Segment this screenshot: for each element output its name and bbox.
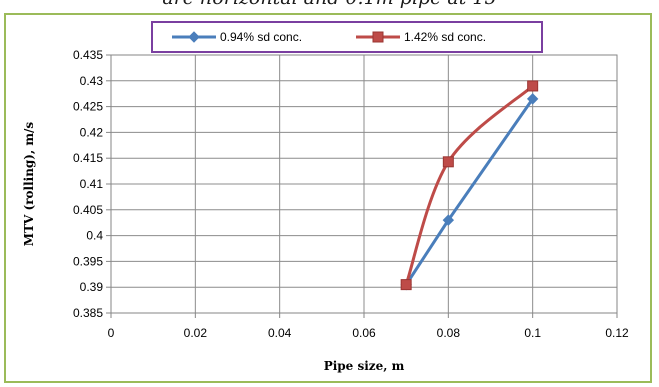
legend-marker [372, 31, 384, 43]
series-lines [400, 80, 539, 291]
x-axis-title: Pipe size, m [324, 359, 405, 373]
y-tick-label: 0.39 [80, 280, 104, 294]
y-tick-label: 0.425 [73, 100, 103, 114]
plot-area-border [110, 54, 618, 314]
axes: 0 0.02 0.04 0.06 0.08 0.1 0.12 0.385 0.39 0.395 0.… [22, 48, 629, 373]
legend-marker [188, 31, 200, 43]
y-axis-title: MTV (rolling), m/s [22, 122, 36, 247]
y-tick-label: 0.435 [73, 48, 103, 62]
legend-label: 1.42% sd conc. [404, 30, 486, 44]
y-tick-label: 0.4 [86, 229, 103, 243]
series-2-point [400, 279, 412, 291]
series-line-1 [404, 98, 534, 286]
y-tick-label: 0.395 [73, 254, 103, 268]
legend: 0.94% sd conc. 1.42% sd conc. [151, 21, 543, 53]
x-tick-label: 0.04 [268, 326, 292, 340]
series-2-point [527, 80, 539, 92]
y-tick-label: 0.385 [73, 306, 103, 320]
x-tick-label: 0.12 [605, 326, 629, 340]
y-tick-label: 0.405 [73, 203, 103, 217]
line-chart: 0 0.02 0.04 0.06 0.08 0.1 0.12 0.385 0.39 0.395 0.… [22, 21, 629, 373]
series-1-point [442, 214, 455, 226]
chart-caption: are horizontal and 0.1m pipe at 15 [0, 0, 659, 9]
y-tick-label: 0.42 [80, 125, 104, 139]
x-tick-label: 0.02 [184, 326, 208, 340]
chart-frame: 0 0.02 0.04 0.06 0.08 0.1 0.12 0.385 0.39 0.395 0.… [4, 13, 652, 383]
x-tick-label: 0.06 [352, 326, 376, 340]
y-tick-label: 0.41 [80, 177, 104, 191]
legend-box [151, 21, 543, 53]
x-tick-label: 0.1 [524, 326, 541, 340]
y-tick-label: 0.43 [80, 74, 104, 88]
series-1-point [526, 93, 539, 105]
gridlines [110, 54, 618, 314]
x-tick-label: 0 [108, 326, 115, 340]
series-2-point [442, 156, 454, 168]
x-tick-label: 0.08 [437, 326, 461, 340]
legend-label: 0.94% sd conc. [220, 30, 302, 44]
y-tick-label: 0.415 [73, 151, 103, 165]
